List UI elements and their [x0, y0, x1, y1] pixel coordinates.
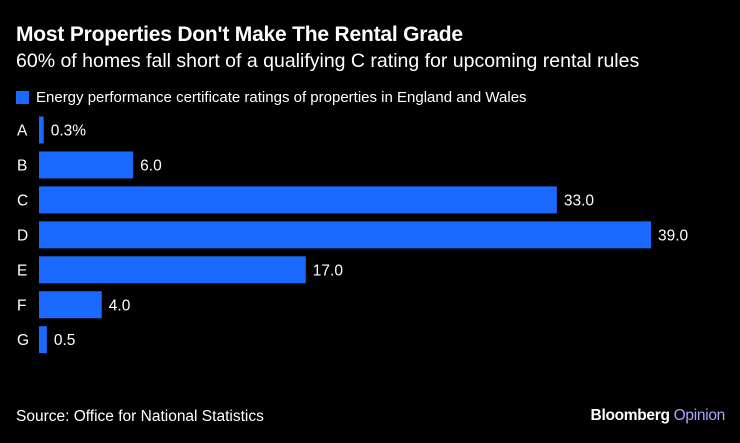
value-label-b: 6.0 — [140, 157, 162, 174]
category-label-d: D — [17, 227, 28, 244]
value-label-a: 0.3% — [51, 123, 87, 140]
brand-bloomberg: Bloomberg — [590, 407, 670, 424]
brand-opinion: Opinion — [673, 407, 726, 424]
legend-label: Energy performance certificate ratings o… — [36, 89, 527, 106]
category-label-c: C — [17, 192, 28, 209]
legend-swatch — [16, 91, 29, 104]
value-label-d: 39.0 — [658, 227, 689, 244]
bar-e — [39, 256, 306, 284]
category-label-a: A — [17, 123, 28, 140]
category-label-b: B — [17, 157, 27, 174]
value-label-g: 0.5 — [54, 332, 76, 349]
value-label-f: 4.0 — [109, 297, 131, 314]
bloomberg-opinion-logo: Bloomberg Opinion — [590, 407, 726, 425]
source-note: Source: Office for National Statistics — [16, 408, 264, 425]
bar-a — [39, 116, 44, 144]
bar-g — [39, 326, 47, 354]
legend: Energy performance certificate ratings o… — [16, 89, 527, 106]
category-label-e: E — [17, 262, 27, 279]
bar-b — [39, 151, 134, 179]
category-label-g: G — [17, 332, 29, 349]
chart-title: Most Properties Don't Make The Rental Gr… — [16, 23, 463, 46]
bar-d — [39, 221, 651, 249]
bar-c — [39, 186, 557, 214]
chart-subtitle: 60% of homes fall short of a qualifying … — [16, 50, 640, 72]
value-label-e: 17.0 — [313, 262, 344, 279]
category-label-f: F — [17, 297, 26, 314]
bar-f — [39, 291, 102, 319]
value-label-c: 33.0 — [564, 192, 595, 209]
